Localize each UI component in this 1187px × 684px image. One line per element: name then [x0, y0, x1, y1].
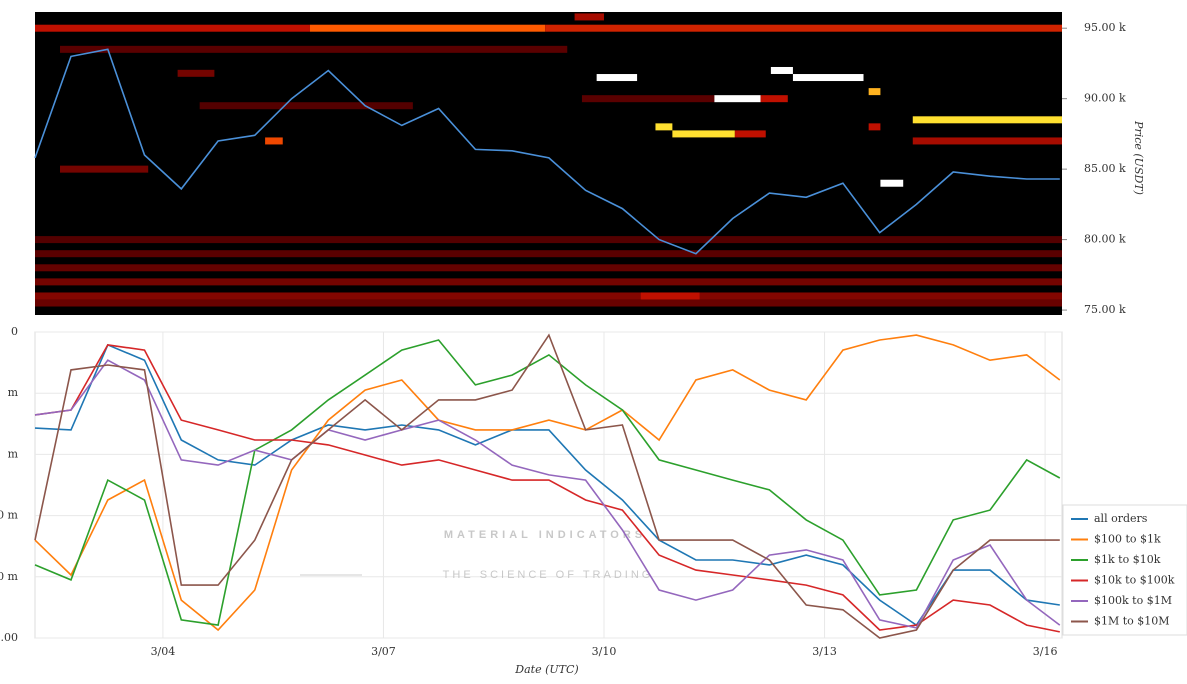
liquidity-band — [35, 250, 1062, 258]
series-line — [34, 334, 1061, 632]
legend-label: all orders — [1094, 512, 1148, 525]
y-tick-label: 90.00 k — [1084, 92, 1126, 105]
x-tick-label: 3/13 — [812, 645, 837, 658]
y-tick-label: 0 m — [0, 509, 19, 522]
liquidity-band — [35, 292, 1062, 300]
watermark-subtitle: THE SCIENCE OF TRADING — [443, 569, 654, 581]
legend-label: $1k to $10k — [1094, 553, 1161, 566]
y-tick-label: 75.00 k — [1084, 303, 1126, 316]
liquidity-band — [59, 45, 568, 53]
y-tick-label: m — [8, 447, 19, 460]
series-line — [34, 339, 1061, 626]
liquidity-band — [35, 236, 1062, 244]
liquidity-band — [770, 66, 793, 74]
liquidity-band — [880, 179, 904, 187]
y-tick-label: 95.00 k — [1084, 21, 1126, 34]
y-tick-label: m — [8, 386, 19, 399]
series-line — [34, 333, 1060, 639]
y-tick-label: 85.00 k — [1084, 162, 1126, 175]
liquidity-band — [868, 88, 881, 96]
y-axis-label: Price (USDT) — [1132, 120, 1145, 195]
liquidity-band — [734, 130, 766, 138]
liquidity-band — [574, 13, 605, 21]
liquidity-band — [912, 116, 1062, 124]
legend-label: $100k to $1M — [1094, 594, 1172, 607]
liquidity-band — [868, 123, 881, 131]
y-tick-label: 80.00 k — [1084, 233, 1126, 246]
x-tick-label: 3/10 — [592, 645, 617, 658]
legend-label: $10k to $100k — [1094, 574, 1175, 587]
liquidity-band — [714, 95, 761, 103]
liquidity-band — [596, 74, 638, 82]
series-line — [34, 359, 1061, 629]
liquidity-band — [35, 278, 1062, 286]
x-tick-label: 3/04 — [151, 645, 176, 658]
legend-box — [1062, 504, 1187, 636]
liquidity-band — [35, 299, 1062, 307]
liquidity-band — [792, 74, 864, 82]
y-tick-label: 0 — [11, 325, 18, 338]
plot-background — [34, 331, 1063, 639]
liquidity-band — [545, 24, 1062, 32]
x-axis-label: Date (UTC) — [514, 663, 578, 676]
x-tick-label: 3/16 — [1033, 645, 1058, 658]
y-tick-label: 0 m — [0, 570, 19, 583]
liquidity-band — [672, 130, 735, 138]
y-tick-label: .00 — [1, 631, 19, 644]
liquidity-band — [177, 69, 215, 77]
series-line — [34, 343, 1060, 627]
liquidity-band — [640, 292, 700, 300]
price-line — [34, 48, 1060, 255]
liquidity-band — [760, 95, 788, 103]
series-line — [34, 344, 1060, 633]
liquidity-band — [35, 24, 310, 32]
legend-label: $1M to $10M — [1094, 615, 1170, 628]
liquidity-band — [309, 24, 546, 32]
liquidity-band — [35, 264, 1062, 272]
liquidity-band — [912, 137, 1062, 145]
liquidity-band — [581, 95, 715, 103]
liquidity-band — [199, 102, 413, 110]
liquidity-band — [265, 137, 283, 145]
watermark: MATERIAL INDICATORS — [444, 529, 646, 541]
legend-label: $100 to $1k — [1094, 533, 1161, 546]
x-tick-label: 3/07 — [371, 645, 396, 658]
liquidity-band — [655, 123, 673, 131]
liquidity-band — [59, 165, 149, 173]
